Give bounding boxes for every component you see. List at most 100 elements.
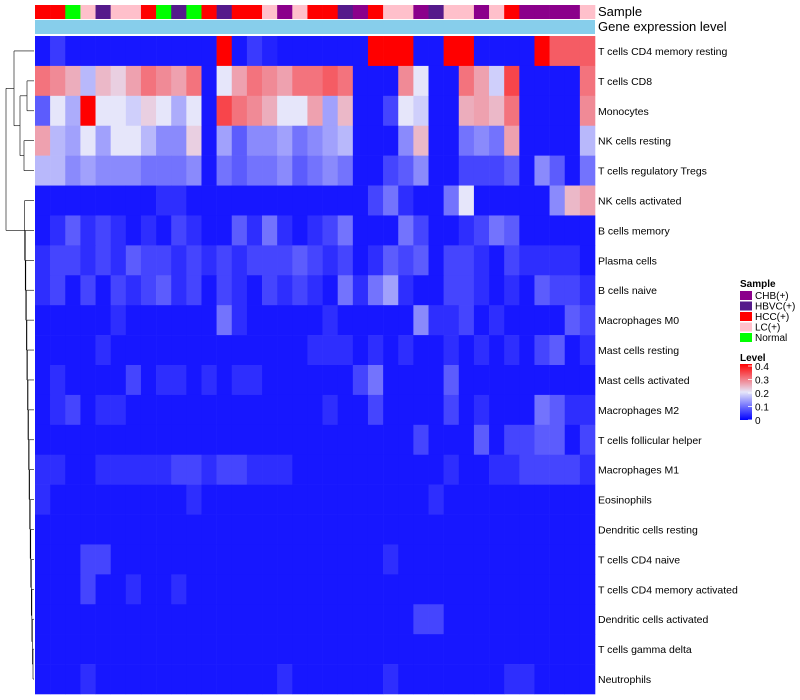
heatmap-cell	[413, 454, 429, 485]
heatmap-cell	[489, 454, 505, 485]
heatmap-cell	[428, 484, 444, 515]
heatmap-cell	[292, 574, 308, 605]
heatmap-cell	[262, 185, 278, 216]
heatmap-cell	[504, 335, 520, 366]
heatmap-cell	[65, 424, 81, 456]
heatmap-cell	[262, 394, 278, 426]
heatmap-cell	[246, 95, 263, 127]
heatmap-cell	[534, 245, 550, 276]
heatmap-cell	[367, 664, 384, 695]
heatmap-cell	[110, 275, 127, 306]
heatmap-cell	[473, 125, 490, 156]
heatmap-cell	[307, 424, 323, 456]
heatmap-cell	[519, 484, 535, 515]
heatmap-cell	[322, 394, 339, 426]
heatmap-cell	[413, 245, 429, 276]
legend: Sample CHB(+)HBVC(+)HCC(+)LC(+)Normal Le…	[740, 279, 795, 427]
legend-tick-label: 0.1	[755, 403, 769, 414]
heatmap-cell	[80, 65, 96, 97]
heatmap-cell	[171, 664, 187, 695]
heatmap-cell	[307, 275, 323, 306]
heatmap-cell	[95, 514, 111, 545]
heatmap-cell	[458, 305, 475, 336]
heatmap-cell	[549, 305, 566, 336]
heatmap-cell	[50, 484, 66, 515]
heatmap-cell	[564, 305, 581, 336]
heatmap-cell	[277, 125, 293, 156]
heatmap-cell	[277, 544, 293, 575]
heatmap-cell	[231, 574, 248, 605]
heatmap-cell	[398, 95, 414, 127]
heatmap-cell	[216, 65, 233, 97]
heatmap-cell	[443, 335, 460, 366]
sample-annotation-cell	[231, 5, 248, 19]
heatmap-cell	[65, 454, 81, 485]
heatmap-cell	[413, 574, 429, 605]
heatmap-cell	[50, 424, 66, 456]
heatmap-cell	[186, 335, 202, 366]
heatmap-cell	[216, 335, 233, 366]
heatmap-cell	[246, 484, 263, 515]
heatmap-cell	[156, 65, 172, 97]
heatmap-cell	[549, 95, 566, 127]
heatmap-cell	[504, 454, 520, 485]
sample-annotation-cell	[186, 5, 202, 19]
heatmap-cell	[186, 275, 202, 306]
heatmap-cell	[519, 245, 535, 276]
heatmap-cell	[65, 574, 81, 605]
heatmap-cell	[307, 365, 323, 396]
heatmap-cell	[534, 36, 550, 67]
heatmap-cell	[337, 95, 354, 127]
heatmap-cell	[443, 394, 460, 426]
row-label: NK cells activated	[598, 196, 682, 208]
heatmap-cell	[443, 454, 460, 485]
heatmap-cell	[473, 65, 490, 97]
heatmap-cell	[140, 155, 157, 186]
heatmap-cell	[489, 544, 505, 575]
heatmap-cell	[216, 574, 233, 605]
heatmap-cell	[277, 335, 293, 366]
heatmap-cell	[246, 664, 263, 695]
gene-expression-level-track	[35, 20, 595, 34]
heatmap-cell	[277, 634, 293, 665]
heatmap-cell	[35, 125, 51, 156]
heatmap-cell	[428, 305, 444, 336]
heatmap-cell	[504, 424, 520, 456]
heatmap-cell	[110, 514, 127, 545]
heatmap-cell	[35, 155, 51, 186]
heatmap-cell	[156, 664, 172, 695]
heatmap-cell	[186, 634, 202, 665]
heatmap-cell	[398, 634, 414, 665]
legend-sample-label: Normal	[755, 333, 787, 344]
heatmap-cell	[277, 424, 293, 456]
heatmap-cell	[322, 634, 339, 665]
heatmap-cell	[428, 125, 444, 156]
heatmap-cell	[277, 95, 293, 127]
heatmap-cell	[489, 514, 505, 545]
sample-annotation-cell	[171, 5, 187, 19]
sample-annotation-track	[35, 5, 596, 19]
heatmap-cell	[352, 65, 369, 97]
row-label: Neutrophils	[598, 674, 651, 686]
heatmap-cell	[322, 424, 339, 456]
heatmap-cell	[277, 36, 293, 67]
heatmap-cell	[367, 365, 384, 396]
heatmap-cell	[246, 604, 263, 635]
heatmap-cell	[413, 185, 429, 216]
heatmap-cell	[110, 365, 127, 396]
heatmap-cell	[322, 454, 339, 485]
heatmap-cell	[458, 65, 475, 97]
heatmap-cell	[564, 514, 581, 545]
heatmap-cell	[322, 36, 339, 67]
heatmap-cell	[398, 155, 414, 186]
heatmap-cell	[383, 484, 399, 515]
heatmap-cell	[473, 664, 490, 695]
heatmap-cell	[231, 514, 248, 545]
heatmap-cell	[549, 484, 566, 515]
heatmap-cell	[504, 634, 520, 665]
heatmap-cell	[80, 365, 96, 396]
sample-annotation-cell	[458, 5, 475, 19]
heatmap-cell	[322, 215, 339, 246]
heatmap-cell	[125, 484, 142, 515]
